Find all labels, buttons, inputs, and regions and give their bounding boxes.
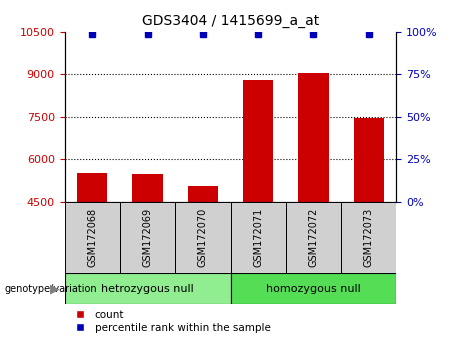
Bar (298, 73, 329, 202)
Text: GSM172071: GSM172071 (253, 207, 263, 267)
Text: homozygous null: homozygous null (266, 284, 361, 293)
Bar (175, 202, 230, 273)
Bar (65, 273, 230, 304)
Bar (188, 186, 218, 202)
Text: GDS3404 / 1415699_a_at: GDS3404 / 1415699_a_at (142, 14, 319, 28)
Text: GSM172068: GSM172068 (87, 207, 97, 267)
Text: GSM172073: GSM172073 (364, 207, 374, 267)
Bar (341, 202, 396, 273)
Text: genotype/variation: genotype/variation (5, 284, 97, 293)
Bar (230, 202, 286, 273)
Bar (77, 173, 107, 202)
Bar (120, 202, 175, 273)
Bar (243, 80, 273, 202)
Bar (230, 273, 396, 304)
Text: GSM172070: GSM172070 (198, 207, 208, 267)
Text: ▶: ▶ (50, 282, 60, 295)
Text: hetrozygous null: hetrozygous null (101, 284, 194, 293)
Bar (286, 202, 341, 273)
Legend: count, percentile rank within the sample: count, percentile rank within the sample (70, 310, 271, 333)
Bar (354, 118, 384, 202)
Text: GSM172072: GSM172072 (308, 207, 319, 267)
Text: GSM172069: GSM172069 (142, 207, 153, 267)
Bar (132, 174, 163, 202)
Bar (65, 202, 120, 273)
